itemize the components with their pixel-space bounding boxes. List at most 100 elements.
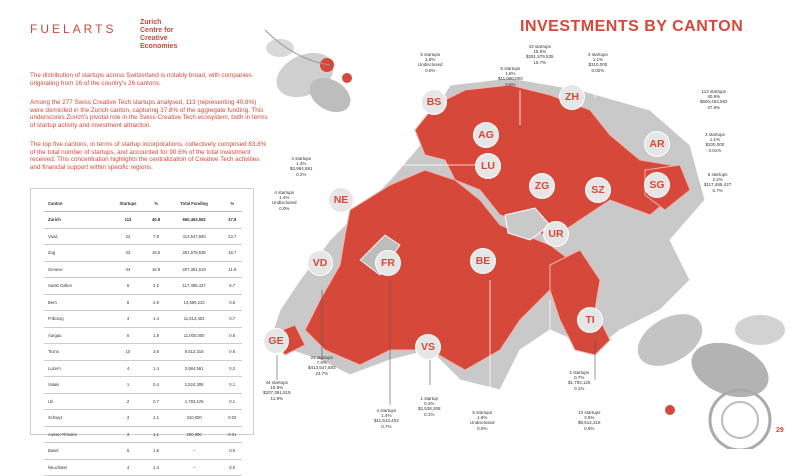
table-cell: 2,524,308 (165, 376, 223, 394)
table-row: Fribourg 4 1.4 11,613,402 0.7 (44, 310, 242, 328)
table-cell: 11.9 (222, 261, 242, 278)
ann-fr: 4 startups 1.4% $11,613,402 0.7% (374, 408, 399, 429)
badge-ge: GE (264, 329, 288, 353)
table-cell: Basel (44, 442, 110, 460)
ann-lu: 4 startups 1.4% $3,984,591 0.2% (290, 156, 313, 177)
partner-logo: Zurich Centre for Creative Economies (140, 19, 178, 50)
table-cell: 5 (109, 442, 147, 460)
ann-ti: 10 startups 3.6% $9,512,316 0.6% (578, 410, 601, 431)
table-cell: Ticino (44, 343, 110, 361)
canton-table: Canton Startups % Total Funding % Zurich… (44, 196, 242, 476)
table-row: Geneve 44 15.9 207,361,519 11.9 (44, 261, 242, 278)
table-row: Schwyz 3 1.1 310,000 0.02 (44, 409, 242, 427)
table-cell: 4 (109, 459, 147, 476)
ann-vd: 22 startups 7.9% $413,547,583 23.7% (308, 355, 336, 376)
table-cell: Vaud (44, 228, 110, 245)
top-five-paragraph: The top five cantons, in terms of startu… (30, 141, 267, 171)
table-cell: Geneve (44, 261, 110, 278)
table-cell: 15.5 (146, 244, 166, 262)
table-cell: 7.9 (146, 228, 166, 245)
badge-be: BE (471, 249, 495, 273)
table-cell: 1.4 (146, 360, 166, 377)
table-cell: 43 (109, 244, 147, 262)
ann-sz: 3 startups 1.1% $310,000 0.02% (588, 52, 608, 73)
table-cell: 0.8 (222, 294, 242, 311)
col-canton: Canton (44, 196, 110, 212)
table-cell: 0.6 (222, 327, 242, 344)
table-row: Uri 2 0.7 1,793,125 0.1 (44, 393, 242, 410)
table-cell: 1.8 (146, 442, 166, 460)
table-cell: 0.02 (222, 409, 242, 427)
table-cell: 0.7 (222, 310, 242, 328)
ann-zh: 113 startups 40.9% $660,463,592 37.8% (700, 89, 728, 110)
table-cell: 10 (109, 343, 147, 361)
table-cell: 3,984,591 (165, 360, 223, 377)
badge-ur: UR (544, 222, 568, 246)
table-cell: 5 (109, 327, 147, 344)
ann-be: 5 startups 1.8% Undisclosed 0.0% (470, 410, 495, 431)
table-cell: 9,512,316 (165, 343, 223, 361)
table-cell: 14,690,210 (165, 294, 223, 311)
table-cell: Luzern (44, 360, 110, 377)
table-cell: 207,361,519 (165, 261, 223, 278)
table-cell: 1.4 (146, 459, 166, 476)
table-cell: 23.7 (222, 228, 242, 245)
table-cell: Zurich (44, 211, 110, 229)
table-cell: 37.8 (222, 211, 242, 229)
table-cell: – (165, 459, 223, 476)
table-cell: 291,579,535 (165, 244, 223, 262)
badge-zh: ZH (560, 85, 584, 109)
table-cell: 4 (109, 310, 147, 328)
table-header-row: Canton Startups % Total Funding % (44, 196, 242, 212)
table-cell: 6.7 (222, 277, 242, 295)
table-row: Neuchatel 4 1.4–0.0 (44, 459, 242, 476)
table-cell: 2.2 (146, 277, 166, 295)
table-cell: 3 (109, 426, 147, 443)
table-cell: 0.6 (222, 343, 242, 361)
table-row: Basel 5 1.8–0.0 (44, 442, 242, 460)
table-cell: 113 (109, 211, 147, 229)
table-cell: 310,000 (165, 409, 223, 427)
table-cell: 8 (109, 294, 147, 311)
table-cell: Schwyz (44, 409, 110, 427)
table-cell: 0.01 (222, 426, 242, 443)
table-cell: 6 (109, 277, 147, 295)
badge-lu: LU (476, 154, 500, 178)
table-row: Sankt Gallen 6 2.2 117,485,427 6.7 (44, 277, 242, 295)
badge-fr: FR (376, 251, 400, 275)
zurich-paragraph: Among the 277 Swiss Creative Tech startu… (30, 99, 268, 129)
col-funding: Total Funding (165, 196, 223, 212)
table-row: Ausser-Rhoden 3 1.1 200,000 0.01 (44, 426, 242, 443)
table-cell: 0.4 (146, 376, 166, 394)
col-startups-pct: % (146, 196, 166, 212)
table-cell: 1,793,125 (165, 393, 223, 410)
table-cell: Bern (44, 294, 110, 311)
table-cell: 0.2 (222, 360, 242, 377)
table-cell: 2 (109, 393, 147, 410)
table-cell: 1 (109, 376, 147, 394)
badge-bs: BS (422, 90, 446, 114)
table-cell: Zug (44, 244, 110, 262)
table-cell: 16.7 (222, 244, 242, 262)
ann-bs: 5 startups 1.8% Undisclosed 0.0% (418, 52, 443, 73)
table-row: Zurich 113 40.8 660,463,592 37.8 (44, 211, 242, 229)
table-cell: 1.4 (146, 310, 166, 328)
table-cell: 1.8 (146, 327, 166, 344)
ann-sg: 6 startups 2.2% $117,485,427 6.7% (704, 172, 732, 193)
table-cell: 3.6 (146, 343, 166, 361)
table-row: Aargau 5 1.8 11,000,000 0.6 (44, 327, 242, 344)
table-row: Luzern 4 1.4 3,984,591 0.2 (44, 360, 242, 377)
table-cell: Neuchatel (44, 459, 110, 476)
table-row: Vaud 22 7.9 413,547,583 23.7 (44, 228, 242, 245)
table-cell: 44 (109, 261, 147, 278)
table-cell: 40.8 (146, 211, 166, 229)
decorative-leaves-icon (637, 314, 785, 449)
table-cell: Fribourg (44, 310, 110, 328)
fuelarts-logo: FUELARTS (30, 22, 117, 36)
table-row: Zug 43 15.5 291,579,535 16.7 (44, 244, 242, 262)
table-cell: 413,547,583 (165, 228, 223, 245)
col-startups: Startups (109, 196, 147, 212)
table-cell: 1.1 (146, 426, 166, 443)
badge-sg: SG (645, 173, 669, 197)
table-cell: 200,000 (165, 426, 223, 443)
